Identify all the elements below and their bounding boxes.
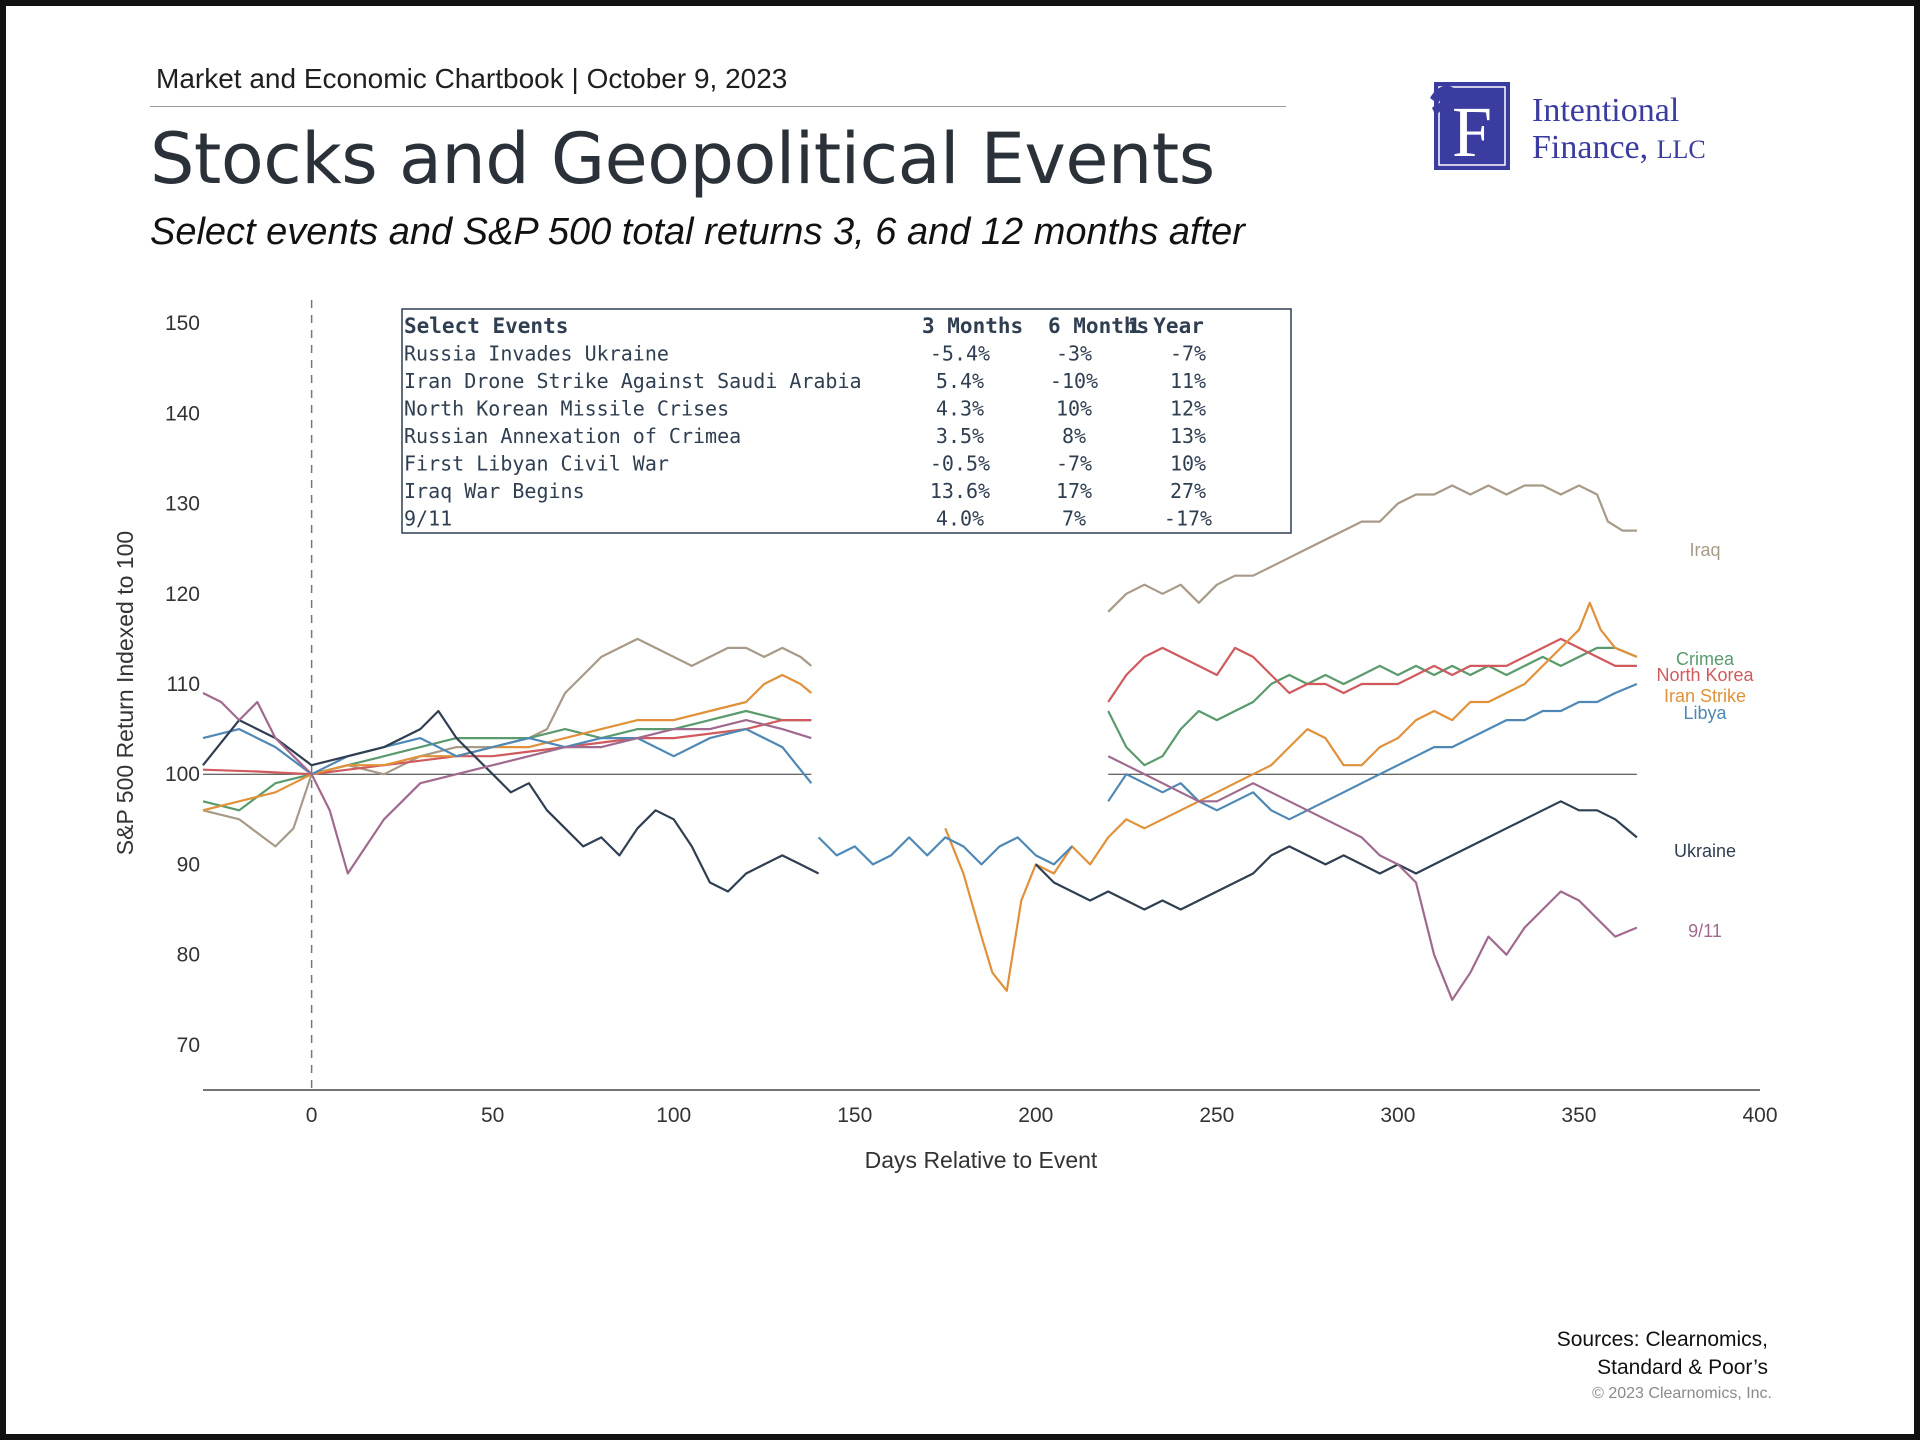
series-line-9-11 (202, 692, 812, 875)
table-cell: 13% (1170, 424, 1206, 448)
series-label: Iran Strike (1664, 686, 1746, 706)
series-label: Libya (1683, 703, 1727, 723)
series-line-north-korea (202, 719, 812, 776)
table-cell: 4.0% (936, 507, 984, 531)
logo-wordmark: Intentional Finance, LLC (1532, 92, 1706, 168)
y-tick-label: 150 (165, 312, 200, 335)
table-cell: 13.6% (930, 479, 990, 503)
series-line-north-korea (1107, 637, 1637, 703)
table-cell: Iran Drone Strike Against Saudi Arabia (404, 369, 862, 393)
table-cell: Russian Annexation of Crimea (404, 424, 741, 448)
table-cell: 10% (1170, 452, 1206, 476)
table-cell: 4.3% (936, 397, 984, 421)
table-header: 1 Year (1128, 314, 1204, 338)
x-tick-label: 0 (306, 1104, 318, 1127)
table-cell: -10% (1050, 369, 1098, 393)
x-tick-label: 250 (1199, 1104, 1234, 1127)
table-header: 3 Months (922, 314, 1023, 338)
sources-note: Sources: Clearnomics, Standard & Poor’s (1557, 1326, 1768, 1382)
x-tick-label: 200 (1018, 1104, 1053, 1127)
logo-f-emblem-icon: F (1430, 82, 1510, 172)
table-cell: -17% (1164, 507, 1212, 531)
x-tick-label: 400 (1742, 1104, 1777, 1127)
chartbook-header: Market and Economic Chartbook | October … (156, 63, 788, 94)
table-cell: -7% (1056, 452, 1092, 476)
y-tick-label: 100 (165, 763, 200, 786)
table-cell: First Libyan Civil War (404, 452, 669, 476)
x-axis-label: Days Relative to Event (865, 1147, 1098, 1173)
table-cell: 11% (1170, 369, 1206, 393)
y-tick-label: 70 (177, 1034, 200, 1057)
page-subtitle: Select events and S&P 500 total returns … (150, 211, 1245, 253)
series-line-crimea (202, 709, 812, 812)
table-cell: 9/11 (404, 507, 452, 531)
table-cell: -5.4% (930, 342, 990, 366)
series-label: 9/11 (1688, 921, 1722, 941)
table-cell: 7% (1062, 507, 1086, 531)
series-line-iran-strike (944, 601, 1638, 992)
series-line-ukraine (1035, 800, 1638, 911)
x-tick-label: 50 (481, 1104, 504, 1127)
table-cell: 5.4% (936, 369, 984, 393)
y-tick-label: 120 (165, 583, 200, 606)
header-divider (150, 106, 1286, 107)
series-label: North Korea (1656, 665, 1754, 685)
sources-line-2: Standard & Poor’s (1597, 1356, 1768, 1379)
table-cell: Iraq War Begins (404, 479, 585, 503)
table-cell: 27% (1170, 479, 1206, 503)
x-tick-label: 350 (1561, 1104, 1596, 1127)
logo-letter: F (1452, 92, 1492, 172)
table-cell: 8% (1062, 424, 1086, 448)
y-tick-label: 110 (167, 673, 200, 696)
table-cell: -0.5% (930, 452, 990, 476)
table-cell: 10% (1056, 397, 1092, 421)
x-tick-label: 150 (837, 1104, 872, 1127)
x-tick-label: 100 (656, 1104, 691, 1127)
y-tick-label: 80 (177, 944, 200, 967)
series-label: Crimea (1676, 649, 1735, 669)
table-cell: 3.5% (936, 424, 984, 448)
page-title: Stocks and Geopolitical Events (150, 118, 1215, 200)
table-header: Select Events (404, 314, 568, 338)
table-cell: 12% (1170, 397, 1206, 421)
y-tick-label: 140 (165, 402, 200, 425)
company-logo: F Intentional Finance, LLC (1420, 78, 1740, 178)
logo-name-line2: Finance, (1532, 129, 1649, 166)
results-table (401, 308, 1292, 534)
table-cell: -3% (1056, 342, 1092, 366)
series-line-crimea (1107, 646, 1638, 767)
series-line-iraq (1107, 484, 1637, 613)
table-cell: North Korean Missile Crises (404, 397, 729, 421)
logo-name-line1: Intentional (1532, 92, 1680, 129)
logo-name-suffix: LLC (1656, 135, 1706, 164)
table-header: 6 Months (1048, 314, 1149, 338)
sources-line-1: Sources: Clearnomics, (1556, 1328, 1768, 1351)
series-line-ukraine (202, 709, 820, 893)
y-tick-label: 130 (165, 493, 200, 516)
x-tick-label: 300 (1380, 1104, 1415, 1127)
series-label: Iraq (1689, 540, 1720, 560)
series-line-libya (1107, 682, 1638, 821)
y-axis-label: S&P 500 Return Indexed to 100 (112, 531, 138, 855)
series-line-9-11 (1107, 755, 1638, 1001)
table-cell: Russia Invades Ukraine (404, 342, 669, 366)
series-line-libya (817, 836, 1073, 866)
copyright-note: © 2023 Clearnomics, Inc. (1592, 1385, 1772, 1402)
table-cell: 17% (1056, 479, 1092, 503)
table-cell: -7% (1170, 342, 1206, 366)
series-label: Ukraine (1674, 841, 1736, 861)
y-tick-label: 90 (177, 853, 200, 876)
